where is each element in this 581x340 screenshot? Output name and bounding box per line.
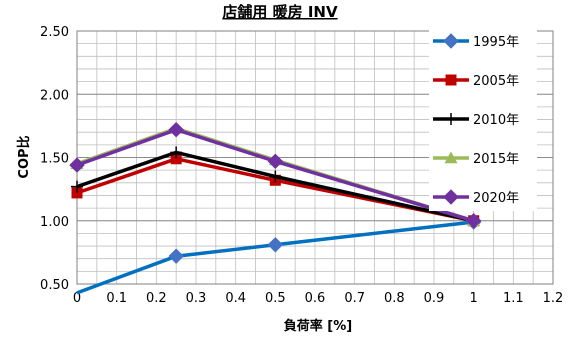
legend-label: 2015年 (473, 152, 519, 167)
legend-marker (443, 189, 459, 205)
data-point (69, 157, 85, 173)
x-axis-title: 負荷率 [%] (284, 318, 352, 334)
data-point (170, 153, 182, 165)
series-group (69, 121, 482, 295)
x-tick-label: 0.6 (305, 291, 326, 306)
axes: 0 0.1 0.2 0.3 0.4 0.5 0.6 0.7 0.8 0.9 1 1.1 1.2 0.50 1… (40, 25, 563, 306)
y-tick-label: 0.50 (40, 278, 69, 293)
series-4 (69, 121, 482, 229)
data-point (168, 248, 184, 264)
legend-marker (443, 33, 459, 49)
legend-label: 2005年 (473, 74, 519, 89)
legend-label: 2020年 (473, 191, 519, 206)
legend-label: 2010年 (473, 113, 519, 128)
data-point (168, 121, 184, 138)
series-0 (76, 214, 482, 295)
legend-item: 2010年 (433, 113, 519, 128)
data-point (267, 153, 284, 170)
y-tick-label: 1.00 (40, 215, 69, 230)
x-tick-label: 1.2 (543, 291, 564, 306)
legend-marker (445, 74, 457, 86)
x-tick-label: 1.1 (503, 291, 524, 306)
y-tick-label: 1.50 (40, 152, 69, 167)
y-tick-label: 2.00 (40, 88, 69, 103)
y-tick-label: 2.50 (40, 25, 69, 40)
legend-marker (445, 113, 457, 125)
data-point (71, 180, 83, 193)
x-tick-label: 0.5 (265, 291, 286, 306)
x-tick-label: 0.8 (384, 291, 405, 306)
data-point (71, 187, 83, 199)
legend-item: 2005年 (433, 74, 519, 89)
legend-label: 1995年 (473, 35, 519, 50)
legend: 1995年 2005年 2010年 2015年 2020年 (429, 27, 537, 211)
series-line (76, 157, 475, 223)
series-line (76, 127, 475, 223)
x-tick-label: 0.4 (225, 291, 246, 306)
series-line (76, 150, 475, 223)
data-point (269, 170, 282, 183)
data-point (170, 146, 183, 159)
chart-title: 店舗用 暖房 INV (222, 3, 338, 21)
series-line (76, 220, 474, 295)
x-tick-label: 0.3 (186, 291, 207, 306)
x-tick-label: 1 (470, 291, 478, 306)
x-tick-label: 0.9 (424, 291, 445, 306)
x-tick-label: 0.2 (146, 291, 167, 306)
data-point (465, 213, 482, 229)
legend-marker (444, 151, 458, 164)
y-axis-title: COP比 (16, 135, 32, 178)
x-tick-label: 0.7 (344, 291, 365, 306)
legend-item: 2020年 (433, 189, 519, 206)
legend-item: 1995年 (433, 33, 519, 50)
data-point (267, 237, 284, 253)
legend-item: 2015年 (433, 151, 519, 167)
x-tick-label: 0 (73, 291, 81, 306)
x-tick-label: 0.1 (106, 291, 127, 306)
